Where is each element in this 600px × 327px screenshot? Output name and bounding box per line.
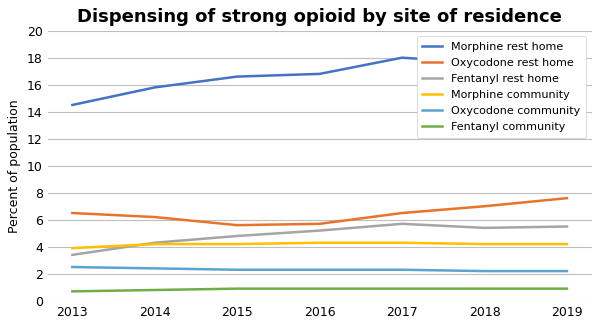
Fentanyl rest home	[233, 234, 241, 238]
Morphine community	[151, 242, 158, 246]
Oxycodone rest home	[481, 204, 488, 208]
Morphine rest home	[151, 85, 158, 89]
Fentanyl rest home	[316, 229, 323, 232]
Oxycodone community	[481, 269, 488, 273]
Oxycodone community	[398, 268, 406, 272]
Line: Morphine rest home: Morphine rest home	[73, 50, 567, 105]
Oxycodone rest home	[233, 223, 241, 227]
Fentanyl rest home	[398, 222, 406, 226]
Fentanyl rest home	[481, 226, 488, 230]
Y-axis label: Percent of population: Percent of population	[8, 99, 22, 232]
Morphine rest home	[316, 72, 323, 76]
Morphine rest home	[563, 48, 571, 52]
Line: Oxycodone community: Oxycodone community	[73, 267, 567, 271]
Fentanyl community	[233, 287, 241, 291]
Oxycodone rest home	[69, 211, 76, 215]
Morphine rest home	[233, 75, 241, 78]
Fentanyl community	[563, 287, 571, 291]
Fentanyl rest home	[563, 225, 571, 229]
Morphine community	[233, 242, 241, 246]
Oxycodone community	[69, 265, 76, 269]
Morphine rest home	[398, 56, 406, 60]
Line: Oxycodone rest home: Oxycodone rest home	[73, 198, 567, 225]
Fentanyl community	[316, 287, 323, 291]
Morphine community	[398, 241, 406, 245]
Oxycodone community	[151, 267, 158, 270]
Fentanyl community	[481, 287, 488, 291]
Fentanyl community	[69, 289, 76, 293]
Morphine community	[563, 242, 571, 246]
Oxycodone rest home	[563, 196, 571, 200]
Morphine rest home	[481, 61, 488, 65]
Line: Fentanyl community: Fentanyl community	[73, 289, 567, 291]
Line: Morphine community: Morphine community	[73, 243, 567, 248]
Line: Fentanyl rest home: Fentanyl rest home	[73, 224, 567, 255]
Morphine community	[316, 241, 323, 245]
Oxycodone rest home	[316, 222, 323, 226]
Legend: Morphine rest home, Oxycodone rest home, Fentanyl rest home, Morphine community,: Morphine rest home, Oxycodone rest home,…	[417, 36, 586, 138]
Oxycodone rest home	[398, 211, 406, 215]
Morphine community	[69, 246, 76, 250]
Oxycodone rest home	[151, 215, 158, 219]
Fentanyl rest home	[151, 241, 158, 245]
Title: Dispensing of strong opioid by site of residence: Dispensing of strong opioid by site of r…	[77, 8, 562, 26]
Oxycodone community	[233, 268, 241, 272]
Morphine community	[481, 242, 488, 246]
Fentanyl community	[151, 288, 158, 292]
Oxycodone community	[316, 268, 323, 272]
Fentanyl community	[398, 287, 406, 291]
Morphine rest home	[69, 103, 76, 107]
Oxycodone community	[563, 269, 571, 273]
Fentanyl rest home	[69, 253, 76, 257]
